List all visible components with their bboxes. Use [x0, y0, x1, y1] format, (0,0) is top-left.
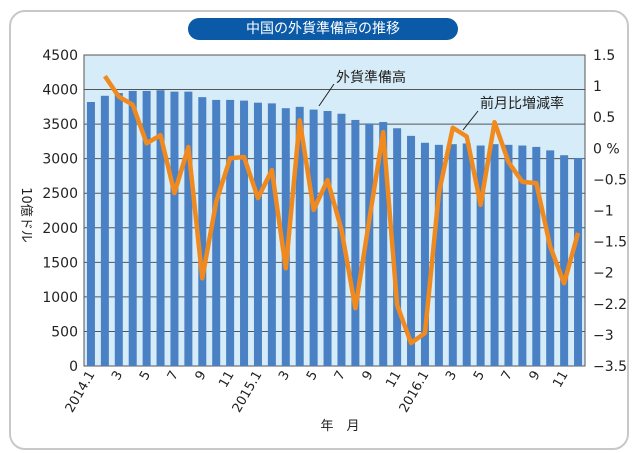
- left-tick-label: 3500: [42, 117, 78, 133]
- bar: [448, 144, 457, 366]
- chart-frame: [9, 10, 629, 450]
- x-tick-label: 9: [193, 369, 210, 384]
- x-tick-label: 7: [332, 369, 349, 384]
- left-tick-label: 4500: [42, 48, 78, 64]
- annotation-reserves: 外貨準備高: [336, 69, 406, 86]
- x-axis-label: 年 月: [320, 419, 359, 434]
- bar: [323, 110, 332, 366]
- bar: [574, 157, 583, 366]
- x-tick-label: 5: [304, 369, 321, 384]
- x-tick-label: 2014.1: [63, 369, 99, 416]
- bar: [365, 123, 374, 366]
- x-tick-label: 7: [499, 369, 516, 384]
- bar: [240, 100, 249, 366]
- bar: [476, 145, 485, 366]
- left-tick-label: 2000: [42, 221, 78, 237]
- x-tick-label: 3: [109, 369, 126, 384]
- chart-title: 中国の外貨準備高の推移: [188, 18, 458, 40]
- bar: [462, 143, 471, 366]
- right-tick-label: −0.5: [593, 172, 627, 188]
- bar: [170, 91, 179, 366]
- x-tick-label: 9: [360, 369, 377, 384]
- bar: [142, 90, 151, 366]
- bar: [434, 144, 443, 366]
- bar: [86, 101, 95, 367]
- left-tick-label: 0: [69, 359, 78, 375]
- x-tick-label: 11: [216, 369, 237, 391]
- bar: [212, 99, 221, 366]
- bar: [504, 144, 513, 366]
- x-tick-label: 11: [383, 369, 404, 391]
- x-tick-label: 3: [443, 369, 460, 384]
- left-tick-label: 3000: [42, 152, 78, 168]
- bar: [281, 108, 290, 367]
- bar: [407, 135, 416, 366]
- bar: [560, 155, 569, 366]
- right-tick-label: 0.5: [593, 110, 615, 126]
- bar: [156, 90, 165, 366]
- right-tick-label: −2: [593, 266, 614, 282]
- right-tick-label: 0 %: [593, 141, 620, 157]
- bar: [253, 102, 262, 366]
- left-tick-label: 1500: [42, 255, 78, 271]
- x-tick-label: 5: [471, 369, 488, 384]
- right-tick-label: −3: [593, 328, 614, 344]
- y-axis-label-left: 10億ドル: [18, 187, 34, 243]
- bar: [546, 150, 555, 366]
- bar: [114, 93, 123, 366]
- x-tick-label: 11: [550, 369, 571, 391]
- right-tick-label: −1.5: [593, 235, 627, 251]
- right-tick-label: 1: [593, 79, 602, 95]
- bar: [198, 97, 207, 366]
- bar: [393, 128, 402, 366]
- bar: [184, 91, 193, 366]
- x-tick-label: 3: [276, 369, 293, 384]
- bar: [295, 106, 304, 366]
- right-tick-label: −1: [593, 204, 614, 220]
- bar: [490, 144, 499, 366]
- bar: [532, 146, 541, 366]
- bar: [267, 103, 276, 366]
- right-tick-label: −3.5: [593, 359, 627, 375]
- right-tick-label: 1.5: [593, 48, 615, 64]
- right-tick-label: −2.2: [593, 297, 627, 313]
- left-tick-label: 1000: [42, 290, 78, 306]
- annotation-rate: 前月比増減率: [480, 95, 564, 112]
- x-tick-label: 5: [137, 369, 154, 384]
- left-tick-label: 2500: [42, 186, 78, 202]
- bar: [351, 119, 360, 366]
- bar: [379, 122, 388, 366]
- annotation-arrow: [462, 110, 479, 131]
- bar: [518, 145, 527, 366]
- bar: [309, 109, 318, 366]
- annotation-arrow: [318, 83, 335, 107]
- bar: [420, 142, 429, 366]
- x-tick-label: 9: [527, 369, 544, 384]
- bar: [100, 95, 109, 366]
- left-tick-label: 4000: [42, 83, 78, 99]
- x-tick-label: 7: [165, 369, 182, 384]
- left-tick-label: 500: [51, 324, 78, 340]
- annotation-bg: [330, 66, 420, 86]
- bar: [128, 90, 137, 366]
- bar: [226, 99, 235, 366]
